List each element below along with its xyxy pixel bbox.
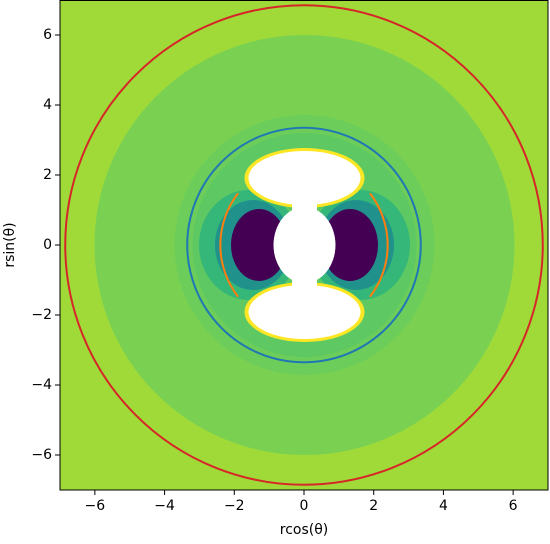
x-tick-label: 0 [300, 498, 309, 514]
y-tick-label: −2 [31, 307, 52, 323]
x-tick-label: 6 [509, 498, 518, 514]
x-tick-label: 2 [369, 498, 378, 514]
y-tick-label: 2 [43, 167, 52, 183]
x-tick-label: −2 [224, 498, 245, 514]
contour-fill [60, 0, 548, 490]
contour-circle [186, 126, 422, 364]
x-tick-label: −6 [85, 498, 106, 514]
y-tick-label: 4 [43, 97, 52, 113]
contour-circle [64, 4, 544, 486]
y-axis-label: rsin(θ) [2, 222, 18, 267]
x-tick-label: 4 [439, 498, 448, 514]
y-tick-label: −6 [31, 447, 52, 463]
y-tick-label: 0 [43, 237, 52, 253]
y-tick-label: 6 [43, 27, 52, 43]
y-tick-label: −4 [31, 377, 52, 393]
x-axis-label: rcos(θ) [280, 522, 329, 538]
contour-arc [369, 192, 389, 298]
x-tick-label: −4 [154, 498, 175, 514]
contour-arc [219, 192, 239, 298]
